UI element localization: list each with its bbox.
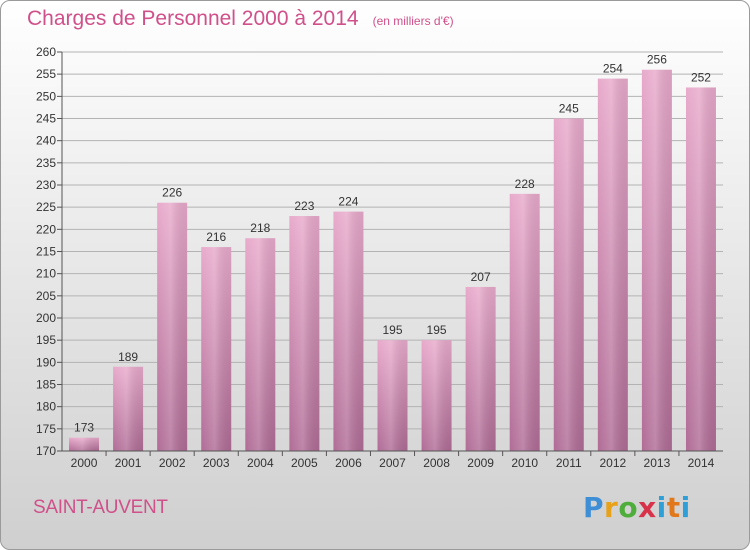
data-label: 216 bbox=[206, 230, 226, 244]
y-tick-label: 260 bbox=[36, 45, 56, 59]
y-tick-label: 210 bbox=[36, 267, 56, 281]
bar-shine bbox=[245, 238, 276, 451]
y-tick-label: 200 bbox=[36, 311, 56, 325]
x-tick-label: 2004 bbox=[247, 456, 274, 470]
data-label: 245 bbox=[559, 102, 579, 116]
town-name: SAINT-AUVENT bbox=[33, 497, 168, 518]
y-tick-label: 170 bbox=[36, 444, 56, 458]
data-label: 195 bbox=[382, 323, 402, 337]
x-tick-label: 2009 bbox=[467, 456, 494, 470]
logo-letter: t bbox=[666, 491, 681, 524]
data-label: 173 bbox=[74, 421, 94, 435]
data-label: 207 bbox=[471, 270, 491, 284]
logo-letter: r bbox=[604, 491, 619, 524]
x-tick-label: 2013 bbox=[644, 456, 671, 470]
bar-shine bbox=[421, 340, 452, 451]
y-tick-label: 195 bbox=[36, 333, 56, 347]
y-tick-label: 180 bbox=[36, 400, 56, 414]
bar-shine bbox=[641, 69, 672, 451]
proxiti-logo: Proxiti bbox=[583, 491, 691, 524]
y-tick-label: 240 bbox=[36, 134, 56, 148]
chart-subtitle: (en milliers d'€) bbox=[372, 14, 454, 28]
x-tick-label: 2001 bbox=[115, 456, 142, 470]
chart-title-text: Charges de Personnel 2000 à 2014 bbox=[27, 7, 359, 30]
data-label: 195 bbox=[427, 323, 447, 337]
x-tick-label: 2006 bbox=[335, 456, 362, 470]
x-tick-label: 2007 bbox=[379, 456, 406, 470]
bar-shine bbox=[289, 216, 320, 451]
y-tick-label: 245 bbox=[36, 112, 56, 126]
data-label: 218 bbox=[250, 221, 270, 235]
x-tick-label: 2002 bbox=[159, 456, 186, 470]
y-tick-label: 225 bbox=[36, 200, 56, 214]
y-tick-label: 230 bbox=[36, 178, 56, 192]
chart-title: Charges de Personnel 2000 à 2014 (en mill… bbox=[27, 7, 454, 31]
bar-shine bbox=[157, 202, 188, 451]
data-label: 223 bbox=[294, 199, 314, 213]
data-labels: 173 189 226 216 218 223 224 195 195 207 228 245 254 2… bbox=[74, 53, 711, 435]
bars bbox=[69, 69, 716, 451]
bar-shine bbox=[597, 78, 628, 451]
bar-shine bbox=[685, 87, 716, 451]
y-tick-label: 235 bbox=[36, 156, 56, 170]
logo-letter: i bbox=[656, 491, 667, 524]
bar-shine bbox=[333, 211, 364, 451]
x-tick-label: 2003 bbox=[203, 456, 230, 470]
bar-shine bbox=[69, 437, 100, 451]
y-tick-label: 205 bbox=[36, 289, 56, 303]
data-label: 189 bbox=[118, 350, 138, 364]
x-tick-label: 2014 bbox=[688, 456, 715, 470]
bar-shine bbox=[113, 366, 144, 451]
bar-shine bbox=[465, 286, 496, 451]
x-tick-label: 2005 bbox=[291, 456, 318, 470]
logo-letter: o bbox=[618, 491, 639, 524]
bar-shine bbox=[553, 118, 584, 451]
y-tick-label: 250 bbox=[36, 89, 56, 103]
logo-letter: x bbox=[638, 491, 657, 524]
x-tick-label: 2000 bbox=[71, 456, 98, 470]
bar-shine bbox=[201, 247, 232, 451]
bar-shine bbox=[509, 193, 540, 451]
x-tick-label: 2012 bbox=[599, 456, 626, 470]
bar-shine bbox=[377, 340, 408, 451]
data-label: 254 bbox=[603, 62, 623, 76]
x-tick-label: 2010 bbox=[511, 456, 538, 470]
y-tick-label: 215 bbox=[36, 245, 56, 259]
y-axis-ticks: 170 175 180 185 190 195 200 205 210 215 220 225 230 2… bbox=[36, 45, 62, 458]
logo-letter: P bbox=[583, 491, 605, 524]
data-label: 256 bbox=[647, 53, 667, 67]
y-tick-label: 255 bbox=[36, 67, 56, 81]
y-tick-label: 190 bbox=[36, 355, 56, 369]
x-axis-ticks: 2000 2001 2002 2003 2004 2005 2006 2007 2008 2009… bbox=[71, 451, 715, 470]
y-tick-label: 175 bbox=[36, 422, 56, 436]
x-tick-label: 2011 bbox=[556, 456, 582, 470]
data-label: 226 bbox=[162, 186, 182, 200]
data-label: 228 bbox=[515, 177, 535, 191]
y-tick-label: 185 bbox=[36, 378, 56, 392]
data-label: 224 bbox=[338, 195, 358, 209]
logo-letter: i bbox=[680, 491, 691, 524]
x-tick-label: 2008 bbox=[423, 456, 450, 470]
y-tick-label: 220 bbox=[36, 222, 56, 236]
data-label: 252 bbox=[691, 70, 711, 84]
